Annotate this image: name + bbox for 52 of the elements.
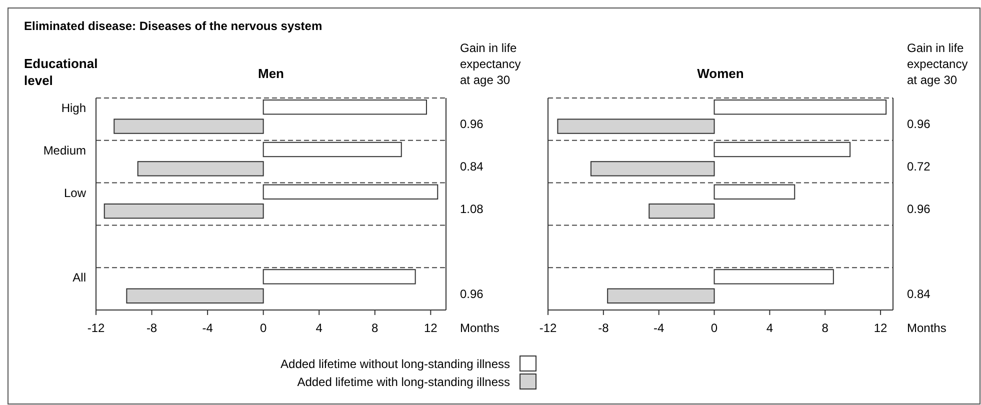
bar — [262, 184, 438, 200]
y-tick-label: High — [61, 101, 86, 115]
text: 1.08 — [460, 202, 484, 216]
bar — [262, 269, 416, 284]
x-axis-title: Months — [907, 321, 946, 335]
bar — [557, 118, 715, 134]
bar — [114, 118, 264, 134]
x-tick-label: 0 — [710, 321, 718, 335]
bar — [262, 100, 427, 115]
x-tick-label: -4 — [202, 321, 214, 335]
bar — [648, 204, 715, 219]
bar — [607, 288, 715, 304]
text: 0.96 — [460, 286, 484, 301]
x-tick-label: 8 — [822, 321, 829, 335]
bar — [262, 142, 402, 158]
legend-label: Added lifetime without long-standing illness — [280, 357, 510, 371]
x-tick-label: 12 — [424, 321, 438, 335]
bar — [714, 269, 834, 284]
bar — [714, 184, 796, 200]
chart-subtitle: Men — [258, 66, 284, 81]
x-tick-label: -4 — [654, 321, 665, 335]
x-axis-title: Months — [460, 321, 500, 335]
bar — [137, 161, 264, 176]
x-tick-label: -8 — [146, 321, 158, 335]
legend-label: Added lifetime with long-standing illness — [297, 375, 510, 389]
bar — [714, 100, 887, 115]
x-tick-label: 8 — [372, 321, 379, 335]
bar — [126, 288, 264, 304]
text: 0.84 — [907, 286, 931, 301]
text: 0.72 — [907, 160, 931, 174]
x-tick-label: 4 — [766, 321, 774, 335]
x-tick-label: 4 — [316, 321, 323, 335]
text: 0.96 — [907, 117, 931, 132]
text: 0.84 — [460, 160, 484, 174]
y-tick-label: All — [72, 270, 86, 285]
text: Gain in life expectancy at age 30 — [907, 41, 968, 87]
x-tick-label: 12 — [874, 321, 888, 335]
x-tick-label: -12 — [539, 321, 557, 335]
bar — [104, 204, 264, 219]
y-tick-label: Low — [64, 186, 86, 200]
bar — [714, 142, 851, 158]
x-tick-label: 0 — [260, 321, 267, 335]
bar — [590, 161, 715, 176]
text: 0.96 — [907, 202, 931, 216]
chart-subtitle: Women — [697, 66, 744, 81]
x-tick-label: -8 — [598, 321, 610, 335]
y-axis-title: Educational level — [24, 56, 98, 88]
text: Gain in life expectancy at age 30 — [460, 41, 521, 87]
y-tick-label: Medium — [43, 143, 86, 158]
chart-title: Eliminated disease: Diseases of the nervous system — [24, 19, 322, 33]
x-tick-label: -12 — [87, 321, 105, 335]
text: 0.96 — [460, 117, 484, 132]
